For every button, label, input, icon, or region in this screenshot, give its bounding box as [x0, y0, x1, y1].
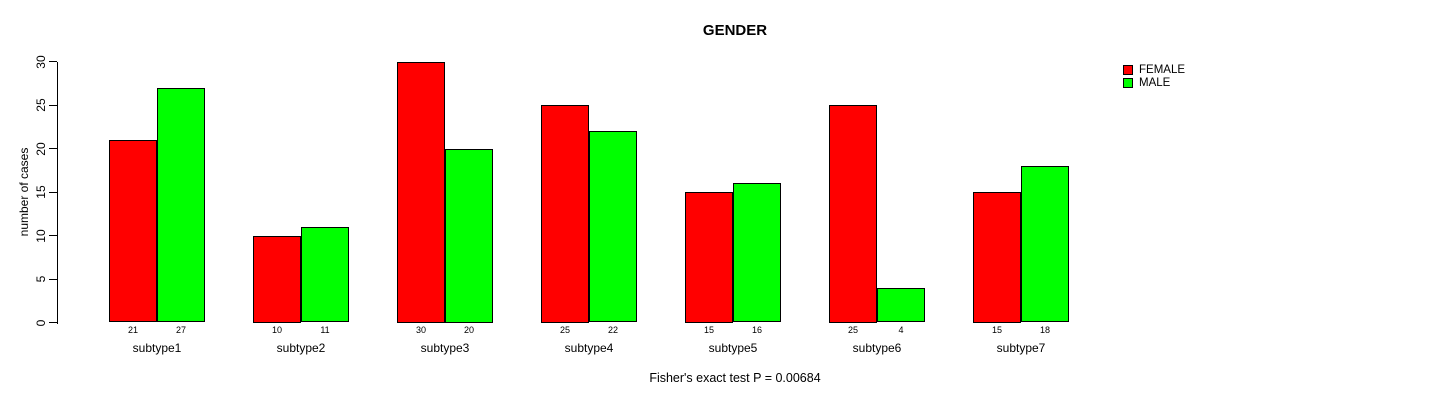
- bar-male-subtype2: [301, 226, 349, 323]
- category-label-subtype4: subtype4: [564, 341, 614, 355]
- legend-item-male: MALE: [1123, 77, 1185, 89]
- category-label-subtype3: subtype3: [420, 341, 470, 355]
- bar-value-label: 10: [271, 325, 282, 335]
- y-tick-mark: [49, 104, 57, 106]
- annotation-caption: Fisher's exact test P = 0.00684: [649, 371, 821, 385]
- y-tick-label: 25: [34, 98, 48, 112]
- legend-label-female: FEMALE: [1139, 64, 1186, 76]
- category-label-subtype7: subtype7: [996, 341, 1046, 355]
- bar-female-subtype2: [253, 235, 301, 323]
- category-label-subtype6: subtype6: [852, 341, 902, 355]
- bar-female-subtype7: [973, 192, 1021, 323]
- chart-legend: FEMALE MALE: [1123, 64, 1186, 89]
- y-tick-label: 15: [34, 185, 48, 199]
- category-label-subtype1: subtype1: [132, 341, 182, 355]
- y-tick-mark: [49, 322, 57, 323]
- legend-label-male: MALE: [1139, 77, 1171, 89]
- bar-value-label: 27: [175, 325, 186, 335]
- bar-male-subtype7: [1021, 165, 1069, 323]
- category-label-subtype2: subtype2: [276, 341, 326, 355]
- y-tick-label: 20: [34, 141, 48, 156]
- y-tick-label: 5: [34, 275, 48, 283]
- y-tick-label: 30: [34, 54, 48, 69]
- bar-value-label: 22: [607, 325, 618, 335]
- bar-male-subtype6: [877, 287, 925, 323]
- female-color-swatch: [1123, 65, 1133, 75]
- bar-female-subtype3: [397, 61, 445, 323]
- bar-male-subtype5: [733, 183, 781, 323]
- y-tick-label: 10: [34, 228, 48, 243]
- bar-value-label: 30: [415, 325, 426, 335]
- y-tick-mark: [49, 278, 57, 280]
- male-color-swatch: [1123, 78, 1133, 88]
- bar-male-subtype1: [157, 87, 205, 323]
- legend-item-female: FEMALE: [1123, 64, 1186, 76]
- y-tick-mark: [49, 61, 57, 62]
- bar-value-label: 21: [127, 325, 138, 335]
- bar-male-subtype4: [589, 131, 637, 323]
- bar-value-label: 4: [898, 325, 904, 335]
- bar-value-label: 18: [1039, 325, 1050, 335]
- bar-female-subtype4: [541, 105, 589, 323]
- bar-value-label: 20: [463, 325, 474, 335]
- bar-value-label: 16: [751, 325, 762, 335]
- bar-value-label: 25: [847, 325, 858, 335]
- y-tick-mark: [49, 148, 57, 149]
- bar-female-subtype1: [109, 139, 157, 323]
- bar-male-subtype3: [445, 148, 493, 323]
- bar-female-subtype6: [829, 105, 877, 323]
- bar-value-label: 11: [320, 325, 330, 335]
- bar-value-label: 25: [559, 325, 570, 335]
- bar-value-label: 15: [991, 325, 1002, 335]
- bar-female-subtype5: [685, 192, 733, 323]
- chart-title: GENDER: [702, 22, 768, 39]
- y-tick-mark: [49, 235, 57, 236]
- y-tick-label: 0: [34, 319, 48, 326]
- bar-value-label: 15: [703, 325, 714, 335]
- y-tick-mark: [49, 191, 57, 193]
- category-label-subtype5: subtype5: [708, 341, 758, 355]
- y-axis-line: [57, 61, 58, 324]
